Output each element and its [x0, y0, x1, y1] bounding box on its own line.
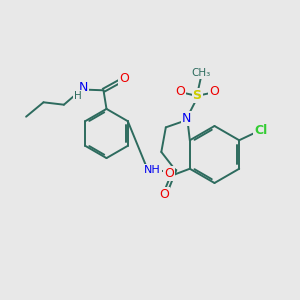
Text: S: S — [193, 89, 202, 102]
Text: N: N — [78, 81, 88, 94]
Text: NH: NH — [144, 165, 161, 175]
Text: N: N — [182, 112, 191, 125]
Text: Cl: Cl — [254, 124, 267, 137]
Text: H: H — [74, 91, 82, 101]
Text: O: O — [159, 188, 169, 201]
Text: O: O — [119, 72, 129, 85]
Text: O: O — [164, 167, 174, 180]
Text: O: O — [209, 85, 219, 98]
Text: CH₃: CH₃ — [191, 68, 210, 78]
Text: O: O — [175, 85, 185, 98]
